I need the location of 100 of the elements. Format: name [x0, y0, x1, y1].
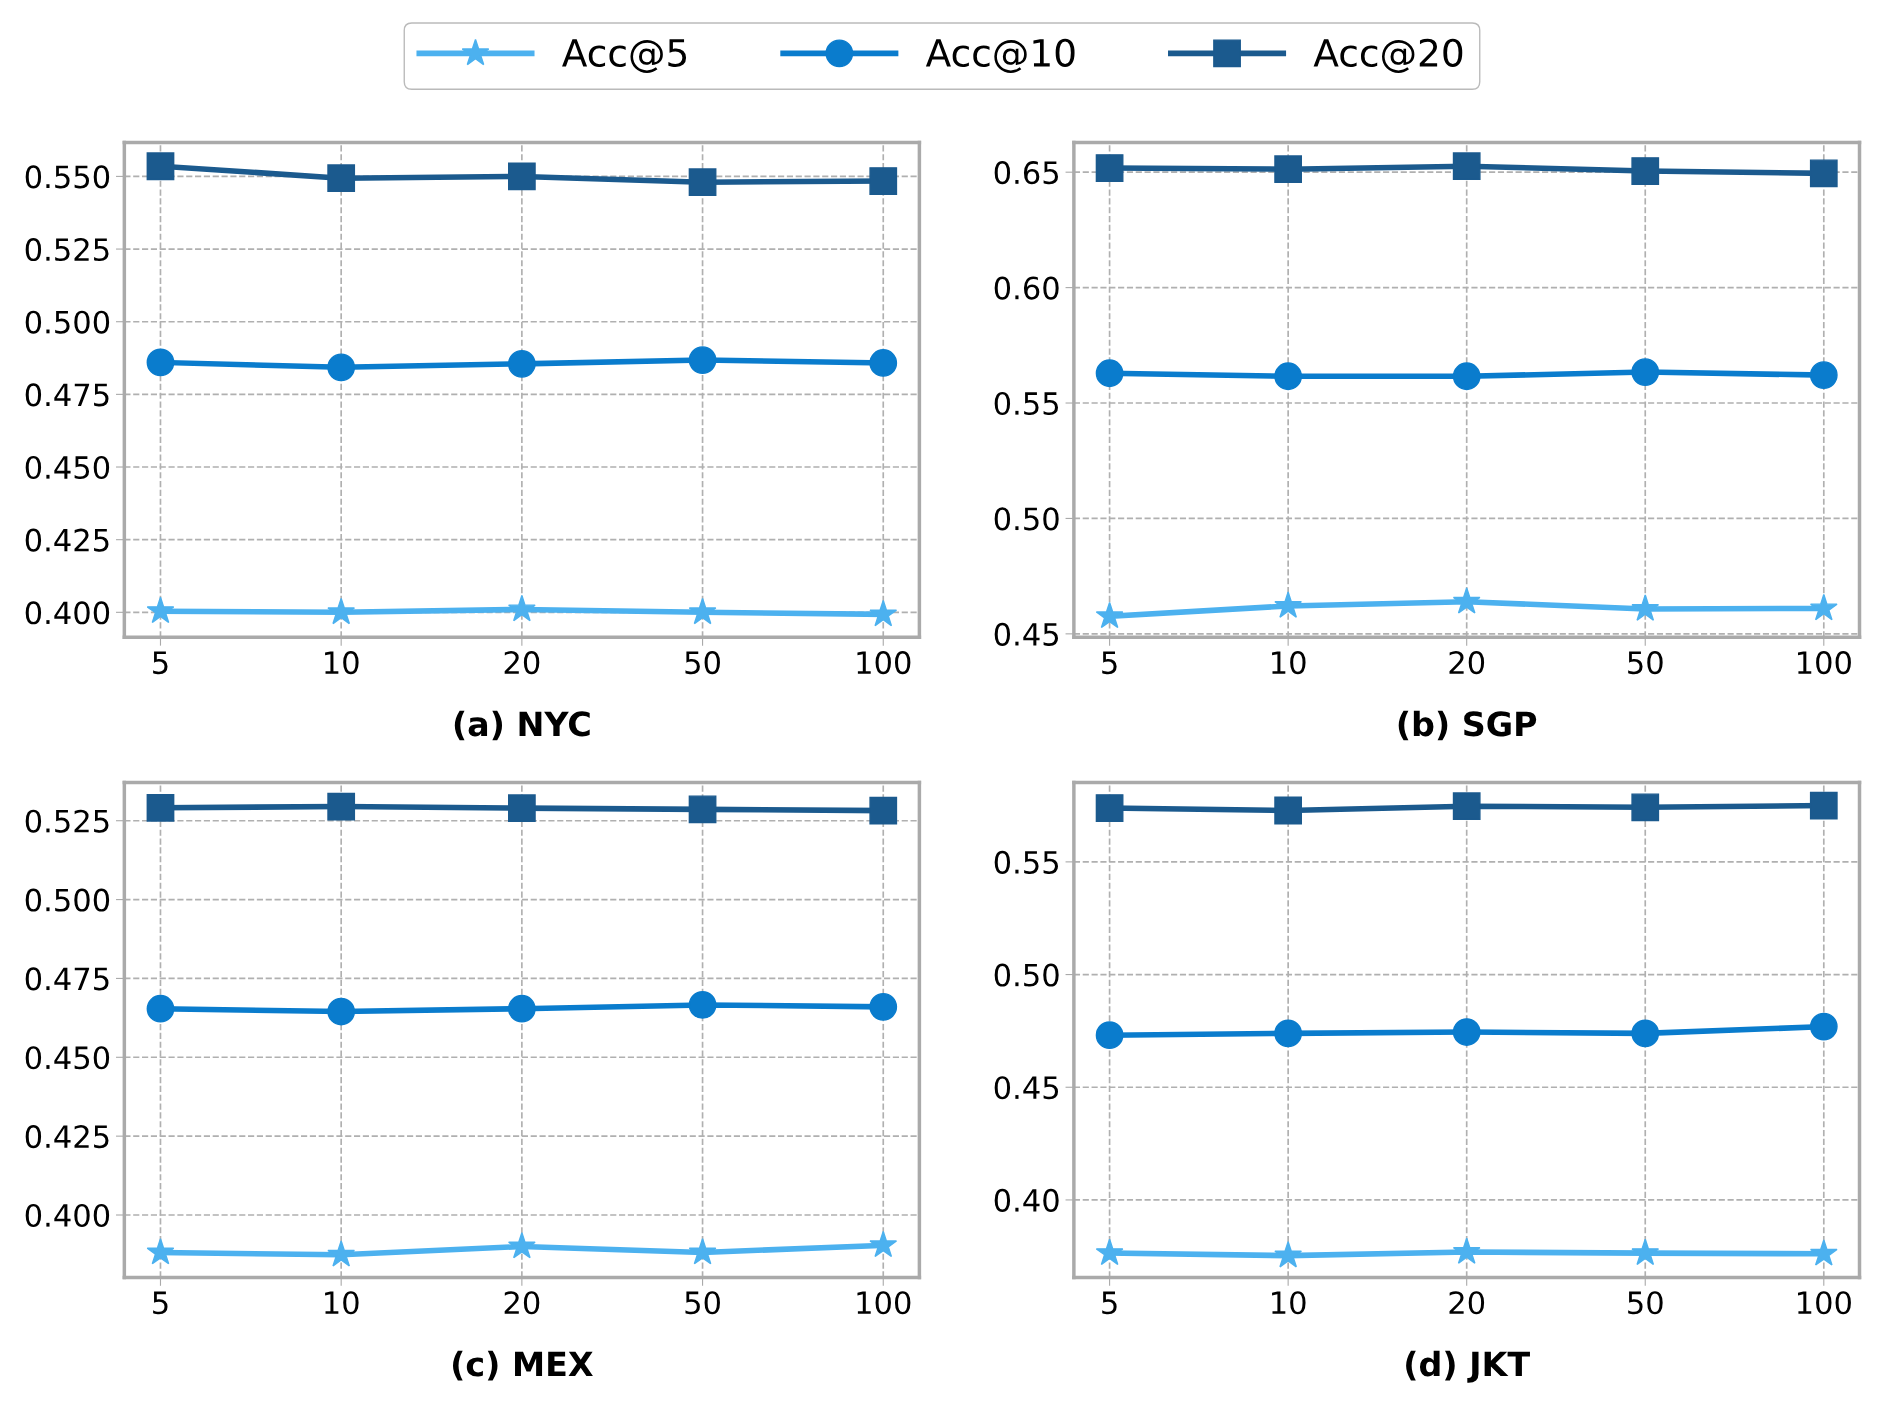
y-tick-label: 0.425 — [25, 528, 109, 552]
point — [1274, 362, 1303, 391]
point — [146, 1237, 175, 1265]
point — [507, 162, 536, 191]
x-tick-label: 10 — [325, 1291, 359, 1315]
point — [1274, 1019, 1303, 1048]
point — [327, 1240, 356, 1267]
point — [1452, 1018, 1481, 1046]
y-tick-label: 0.50 — [994, 507, 1059, 531]
point — [1452, 587, 1481, 614]
y-tick-label: 0.550 — [25, 165, 110, 189]
point — [869, 599, 898, 627]
point — [146, 793, 175, 822]
point — [1095, 794, 1124, 822]
point — [1095, 154, 1124, 182]
point — [1274, 1241, 1303, 1268]
y-tick-label: 0.475 — [25, 967, 109, 991]
x-tick-label: 100 — [1797, 651, 1851, 675]
point — [688, 1237, 717, 1265]
point — [1631, 157, 1660, 185]
y-tick-label: 0.525 — [25, 809, 109, 833]
y-tick-label: 0.525 — [25, 237, 109, 262]
x-tick-label: 50 — [1628, 651, 1663, 675]
point — [1809, 1012, 1838, 1041]
point — [1809, 1239, 1838, 1266]
y-tick-label: 0.65 — [994, 161, 1059, 185]
point — [507, 349, 536, 378]
point — [146, 994, 175, 1023]
point — [688, 346, 717, 374]
y-tick-label: 0.450 — [25, 1046, 110, 1070]
point — [327, 164, 356, 193]
point — [1809, 361, 1838, 389]
x-tick-label: 20 — [1449, 1291, 1485, 1315]
point — [1452, 152, 1481, 181]
x-tick-label: 20 — [1449, 651, 1485, 675]
y-tick-label: 0.60 — [994, 276, 1059, 300]
point — [688, 168, 717, 197]
point — [869, 796, 898, 825]
point — [1809, 593, 1838, 621]
x-axis-title: (d) JKT — [1406, 1350, 1530, 1383]
x-tick-label: 100 — [857, 651, 911, 675]
legend-label: Acc@10 — [925, 38, 1075, 73]
point — [869, 1230, 898, 1258]
point — [327, 353, 356, 382]
y-tick-label: 0.55 — [994, 391, 1059, 416]
point — [1095, 1238, 1124, 1266]
y-tick-label: 0.450 — [25, 455, 110, 480]
y-tick-label: 0.40 — [994, 1188, 1059, 1212]
point — [146, 152, 175, 181]
point — [869, 349, 898, 377]
y-tick-label: 0.45 — [994, 622, 1059, 646]
x-axis-title: (c) MEX — [453, 1350, 593, 1381]
point — [1631, 358, 1660, 386]
point — [688, 597, 717, 625]
point — [1274, 591, 1303, 618]
point — [688, 795, 717, 824]
point — [1809, 159, 1838, 188]
y-tick-label: 0.400 — [25, 601, 110, 625]
y-tick-label: 0.500 — [25, 310, 110, 334]
point — [327, 997, 356, 1026]
point — [1631, 1019, 1660, 1048]
y-tick-label: 0.475 — [25, 383, 109, 407]
y-tick-label: 0.500 — [25, 888, 110, 912]
point — [327, 597, 356, 625]
x-tick-label: 5 — [153, 651, 168, 675]
x-tick-label: 5 — [153, 1291, 168, 1315]
point — [1631, 793, 1660, 822]
x-tick-label: 5 — [1102, 1291, 1117, 1315]
point — [1095, 1021, 1124, 1050]
point — [1274, 796, 1303, 825]
x-tick-label: 20 — [504, 1291, 540, 1315]
x-tick-label: 100 — [1797, 1291, 1851, 1315]
point — [1452, 1237, 1481, 1264]
point — [1631, 1238, 1660, 1266]
point — [1452, 792, 1481, 821]
x-axis-title: (b) SGP — [1398, 710, 1537, 741]
legend-label: Acc@5 — [562, 39, 687, 73]
point — [327, 792, 356, 821]
point — [1095, 601, 1124, 629]
point — [869, 992, 898, 1021]
point — [507, 594, 536, 622]
y-tick-label: 0.55 — [994, 850, 1059, 874]
x-tick-label: 50 — [685, 1291, 720, 1315]
point — [1452, 362, 1481, 391]
point — [507, 1231, 536, 1259]
x-tick-label: 5 — [1102, 651, 1117, 675]
point — [146, 348, 175, 377]
x-tick-label: 50 — [685, 651, 720, 675]
x-tick-label: 10 — [1272, 1291, 1306, 1315]
y-tick-label: 0.425 — [25, 1125, 109, 1149]
x-tick-label: 10 — [1272, 651, 1306, 675]
y-tick-label: 0.400 — [25, 1203, 110, 1228]
x-tick-label: 100 — [857, 1291, 911, 1315]
point — [1809, 791, 1838, 820]
x-tick-label: 50 — [1628, 1291, 1663, 1315]
point — [507, 794, 536, 822]
x-tick-label: 10 — [325, 651, 359, 675]
y-tick-label: 0.50 — [994, 963, 1059, 987]
point — [1095, 359, 1124, 388]
point — [688, 991, 717, 1019]
